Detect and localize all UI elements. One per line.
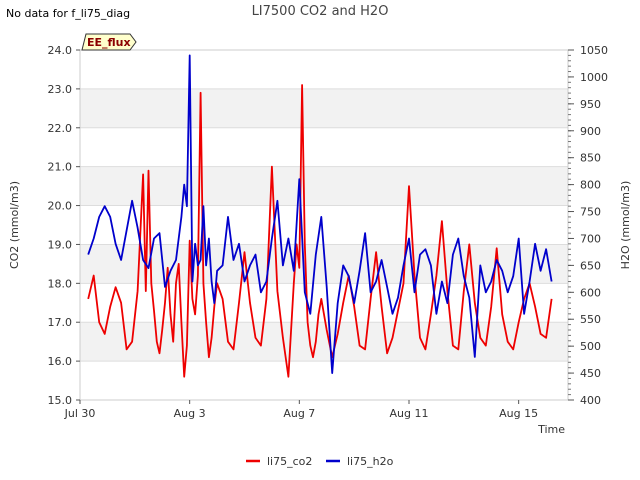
badge-label: EE_flux [87, 36, 131, 49]
right-y-tick-label: 600 [580, 286, 601, 299]
right-y-tick-label: 750 [580, 206, 601, 219]
left-y-axis-ticks: 15.0 16.0 17.0 18.0 19.0 20.0 21.0 22.0 23.0 24.0 [48, 44, 80, 407]
ee-flux-badge: EE_flux [81, 33, 137, 51]
right-y-tick-label: 1000 [580, 71, 608, 84]
right-y-tick-label: 800 [580, 179, 601, 192]
plot-area-frame [79, 49, 569, 401]
left-y-tick-label: 20.0 [48, 200, 73, 213]
right-y-tick-label: 650 [580, 259, 601, 272]
x-tick-label: Aug 3 [174, 407, 206, 420]
x-axis-ticks: Jul 30 Aug 3 Aug 7 Aug 11 Aug 15 [64, 400, 538, 420]
left-y-tick-label: 16.0 [48, 355, 73, 368]
left-y-tick-label: 22.0 [48, 122, 73, 135]
left-y-axis-title: CO2 (mmol/m3) [8, 181, 21, 269]
legend-label-h2o: li75_h2o [347, 455, 394, 468]
right-y-axis-ticks: 400 450 500 550 600 650 700 750 800 850 900 950 1000… [568, 44, 608, 407]
left-y-tick-label: 23.0 [48, 83, 73, 96]
grid-band [80, 166, 568, 206]
grid-bands [80, 88, 568, 362]
right-y-tick-label: 950 [580, 98, 601, 111]
right-y-axis-title: H2O (mmol/m3) [619, 181, 632, 270]
left-y-tick-label: 19.0 [48, 238, 73, 251]
right-y-tick-label: 900 [580, 125, 601, 138]
left-y-tick-label: 15.0 [48, 394, 73, 407]
x-tick-label: Jul 30 [64, 407, 96, 420]
series-line-li75-co2 [87, 84, 553, 378]
left-y-tick-label: 18.0 [48, 277, 73, 290]
x-axis-title: Time [537, 423, 565, 436]
right-y-tick-label: 400 [580, 394, 601, 407]
right-y-tick-label: 700 [580, 232, 601, 245]
x-tick-label: Aug 15 [499, 407, 538, 420]
legend-label-co2: li75_co2 [267, 455, 312, 468]
right-y-tick-label: 500 [580, 340, 601, 353]
x-tick-label: Aug 11 [389, 407, 428, 420]
badge-shape [81, 33, 137, 51]
legend: li75_co2 li75_h2o [246, 455, 394, 468]
right-y-tick-label: 550 [580, 313, 601, 326]
left-y-tick-label: 24.0 [48, 44, 73, 57]
x-tick-label: Aug 7 [283, 407, 315, 420]
series-line-li75-h2o [87, 54, 553, 375]
left-y-tick-label: 17.0 [48, 316, 73, 329]
right-y-tick-label: 850 [580, 152, 601, 165]
no-data-notice: No data for f_li75_diag [6, 7, 130, 20]
right-y-tick-label: 1050 [580, 44, 608, 57]
right-y-tick-label: 450 [580, 367, 601, 380]
chart-title: LI7500 CO2 and H2O [252, 4, 389, 19]
series-layer [87, 54, 553, 378]
left-y-tick-label: 21.0 [48, 161, 73, 174]
grid-band [80, 322, 568, 362]
grid-band [80, 88, 568, 128]
